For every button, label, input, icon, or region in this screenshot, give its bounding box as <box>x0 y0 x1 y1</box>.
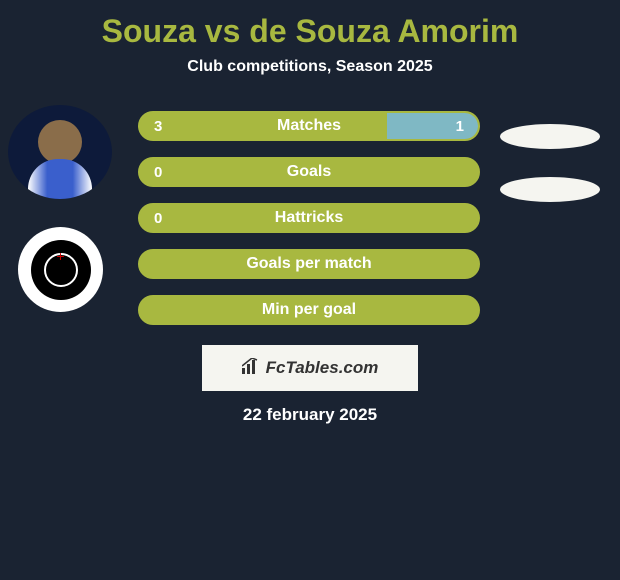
club-badge-icon <box>31 240 91 300</box>
stat-bar: Min per goal <box>138 295 480 325</box>
ellipse-placeholder <box>500 124 600 149</box>
right-placeholders <box>500 124 600 202</box>
date-label: 22 february 2025 <box>0 405 620 425</box>
stat-bar: 31 Matches <box>138 111 480 141</box>
stat-label: Matches <box>277 117 341 135</box>
stats-container: 31 Matches 0Goals 0Hattricks Goals per match… <box>138 111 480 325</box>
watermark-text: FcTables.com <box>266 358 379 378</box>
watermark-badge: FcTables.com <box>202 345 418 391</box>
stat-left-value: 3 <box>140 113 387 139</box>
stat-bar: 0Hattricks <box>138 203 480 233</box>
subtitle: Club competitions, Season 2025 <box>0 58 620 76</box>
stat-right-value: 1 <box>387 113 478 139</box>
stat-bar: 0Goals <box>138 157 480 187</box>
stat-label: Hattricks <box>275 209 343 227</box>
stat-label: Goals <box>287 163 331 181</box>
player-1-avatar <box>8 105 112 199</box>
player-avatars <box>8 105 112 312</box>
page-title: Souza vs de Souza Amorim <box>0 5 620 58</box>
chart-icon <box>242 358 260 379</box>
ellipse-placeholder <box>500 177 600 202</box>
stat-bar: Goals per match <box>138 249 480 279</box>
player-2-avatar <box>18 227 103 312</box>
stat-label: Min per goal <box>262 301 356 319</box>
stat-label: Goals per match <box>246 255 371 273</box>
